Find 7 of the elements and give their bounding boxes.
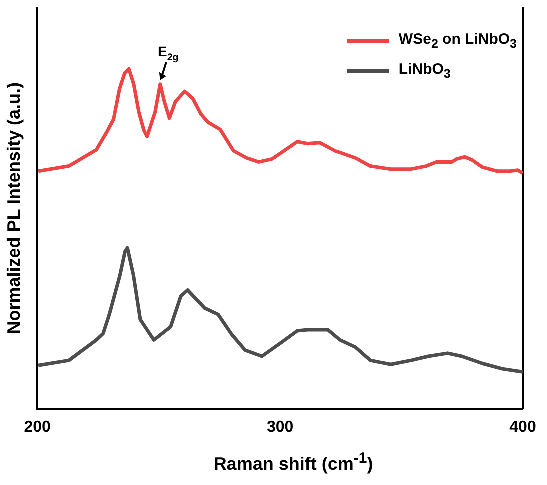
y-axis-title: Normalized PL Intensity (a.u.) (4, 82, 24, 334)
x-axis-title: Raman shift (cm$^{-1}$) (212, 450, 374, 475)
legend-label: LiNbO$_{3}$ (398, 61, 451, 81)
x-tick-label: 300 (266, 418, 294, 436)
x-tick-label: 400 (510, 418, 536, 436)
legend-label: WSe$_{2}$ on LiNbO$_{3}$ (398, 31, 517, 51)
x-tick-label: 200 (24, 418, 52, 436)
